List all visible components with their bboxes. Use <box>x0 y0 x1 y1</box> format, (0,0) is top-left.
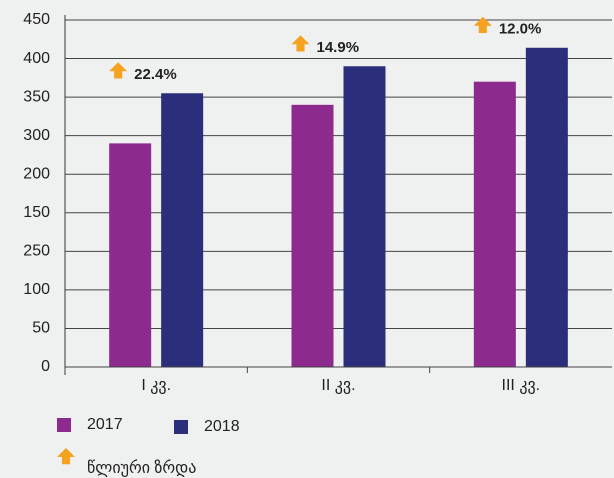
y-tick-label: 50 <box>32 320 50 337</box>
y-tick-label: 200 <box>23 165 50 182</box>
annotation: 14.9% <box>317 39 360 56</box>
legend-label: 2017 <box>87 416 123 433</box>
x-tick-label: III კვ. <box>502 377 541 394</box>
x-tick-label: I კვ. <box>141 377 171 394</box>
bar <box>291 104 334 368</box>
y-tick-label: 100 <box>23 281 50 298</box>
y-tick-label: 300 <box>23 127 50 144</box>
bar <box>525 47 568 367</box>
growth-arrow <box>109 62 128 79</box>
annotation: 22.4% <box>134 66 177 83</box>
x-tick-label: II კვ. <box>321 377 355 394</box>
legend-swatch <box>174 420 188 434</box>
y-tick-label: 400 <box>23 50 50 67</box>
y-tick-label: 350 <box>23 88 50 105</box>
y-tick-label: 0 <box>41 358 50 375</box>
bar <box>343 66 386 368</box>
bar <box>109 143 152 367</box>
legend-arrow <box>57 448 75 465</box>
growth-arrow <box>473 16 492 33</box>
y-tick-label: 150 <box>23 204 50 221</box>
y-tick-label: 450 <box>23 11 50 28</box>
growth-arrow <box>291 35 310 52</box>
legend-label: 2018 <box>204 418 240 435</box>
legend-swatch <box>57 418 71 432</box>
annotation: 12.0% <box>499 21 542 38</box>
bar <box>161 93 204 367</box>
bar <box>473 81 516 367</box>
legend-label: წლიური ზრდა <box>87 459 196 477</box>
y-tick-label: 250 <box>23 243 50 260</box>
